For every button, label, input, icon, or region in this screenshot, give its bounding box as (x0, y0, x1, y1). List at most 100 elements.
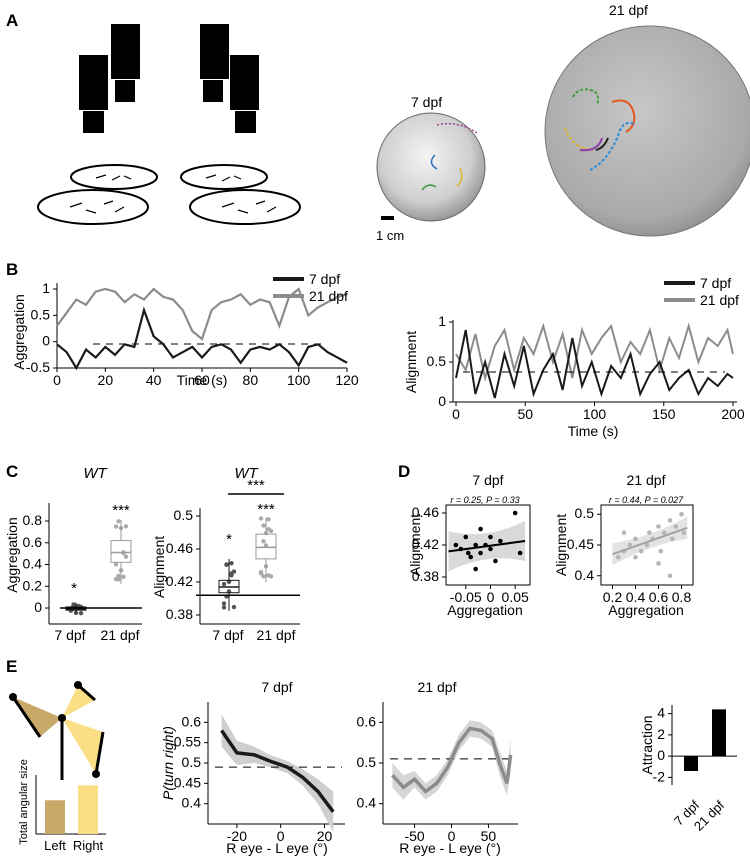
series-line-21dpf (56, 287, 348, 341)
C-ali-data-point (229, 560, 234, 566)
d7-data-point (488, 534, 493, 540)
d21-data-point (670, 536, 675, 542)
E7-ytick-label: 0.55 (174, 734, 201, 750)
label-7dpf-dish: 7 dpf (411, 94, 442, 110)
B-right-xtick-label: 200 (721, 406, 745, 422)
C-agg-ytick-label: 0.4 (23, 556, 43, 572)
E-bar-cat-right: Right (73, 838, 104, 853)
C-ali-ytick-label: 0.38 (166, 606, 193, 622)
E21-ytick-label: 0.6 (357, 713, 377, 729)
d7-data-point (453, 542, 459, 548)
C-ali-title: WT (234, 465, 259, 482)
visual-angle-schematic (9, 681, 105, 780)
C-ali-data-point (266, 517, 271, 522)
d21-ytick-label: 0.4 (575, 567, 595, 583)
d7-data-point (473, 542, 478, 548)
series-line-7dpf (455, 329, 734, 399)
C-ali-data-point (261, 574, 266, 579)
C-ali-cat-7dpf: 7 dpf (212, 627, 243, 643)
B-left-xtick-label: 120 (335, 372, 359, 388)
chart-C-aggregation: WT 0 0.2 0.4 0.6 0.8 Aggregation * *** 7 dpf… (4, 465, 142, 643)
d21-data-point (681, 530, 687, 535)
C-ali-ylabel: Alignment (151, 536, 167, 598)
B-right-xtick-label: 0 (452, 406, 460, 422)
B-left-xtick-label: 80 (243, 372, 259, 388)
d7-data-point (468, 554, 474, 560)
C-agg-ytick-label: 0.6 (23, 534, 43, 550)
d21-xtick-label: 0.4 (626, 589, 646, 605)
d7-data-point (465, 550, 471, 556)
chart-E-21dpf: 21 dpf 0.4 0.5 0.6 -50 0 50 R eye - L eye (°) (357, 679, 518, 856)
C-agg-data-point (113, 562, 119, 567)
chart-B-alignment: 0 0.5 1 0 50 100 150 200 Alignment Time (s) 7 d… (403, 275, 745, 439)
E-attr-ytick-label: 0 (657, 747, 665, 763)
d21-xtick-label: 0.8 (672, 589, 692, 605)
C-ali-data-point (261, 523, 266, 528)
C-ali-cat-21dpf: 21 dpf (257, 627, 296, 643)
d21-data-point (656, 561, 661, 566)
C-agg-sig-21dpf: *** (112, 502, 130, 519)
E7-ytick-label: 0.4 (182, 795, 202, 811)
C-ali-data-point (221, 601, 227, 606)
panel-letter-D: D (398, 462, 410, 481)
B-left-xtick-label: 60 (194, 372, 210, 388)
B-left-xtick-label: 0 (53, 372, 61, 388)
C-ali-data-point (263, 543, 269, 548)
C-ali-data-point (221, 581, 227, 587)
E-attr-ytick-label: 2 (657, 726, 665, 742)
C-ali-data-point (231, 604, 237, 610)
C-agg-title: WT (83, 465, 108, 482)
B-left-xtick-label: 100 (287, 372, 311, 388)
dish-21dpf-trajectories (564, 88, 636, 171)
B-right-ytick-label: 1 (438, 313, 446, 329)
series-line-21dpf (391, 726, 513, 794)
C-agg-ylabel: Aggregation (4, 517, 20, 593)
B-right-xtick-label: 50 (517, 406, 533, 422)
C-ali-box (255, 533, 277, 560)
E7-ci-band (221, 714, 334, 833)
d21-data-point (679, 511, 684, 517)
C-agg-data-point (116, 573, 121, 579)
C-ali-data-point (224, 562, 229, 567)
E-bar-cat-left: Left (44, 838, 66, 853)
D21-fit-line (612, 526, 688, 556)
d7-data-point (463, 534, 469, 540)
d7-xtick-label: 0 (487, 589, 495, 605)
B-left-ytick-label: -0.5 (26, 359, 50, 375)
C-agg-data-point (78, 611, 84, 616)
C-agg-cat-7dpf: 7 dpf (54, 627, 85, 643)
d7-ytick-label: 0.46 (412, 504, 439, 520)
B-right-ytick-label: 0.5 (427, 353, 447, 369)
d7-data-point (512, 510, 518, 516)
C-agg-data-point (123, 554, 129, 559)
D21-stat: r = 0.44, P = 0.027 (609, 495, 684, 505)
D7-title: 7 dpf (472, 472, 503, 488)
dish-7dpf-photo (376, 112, 486, 222)
dish-21dpf-photo (544, 25, 750, 237)
D7-stat: r = 0.25, P = 0.33 (450, 495, 519, 505)
d21-ytick-label: 0.45 (567, 536, 594, 552)
d7-data-point (493, 558, 498, 564)
E7-ylabel: P(turn right) (160, 726, 176, 800)
C-agg-data-point (116, 577, 121, 582)
legend-label-21dpf: 21 dpf (309, 288, 348, 304)
d21-xtick-label: 0.6 (649, 589, 669, 605)
d7-xtick-label: 0.05 (502, 589, 529, 605)
B-left-xtick-label: 20 (98, 372, 114, 388)
C-ali-sig-7dpf: * (226, 531, 232, 548)
D7-xlabel: Aggregation (447, 602, 523, 618)
panel-letter-E: E (6, 657, 17, 676)
B-left-ytick-label: 0.5 (31, 306, 51, 322)
bar-21dpf (712, 709, 726, 757)
B-left-xlabel: Time (s) (177, 372, 228, 388)
E7-ytick-label: 0.5 (182, 754, 202, 770)
B-left-ytick-label: 0 (42, 333, 50, 349)
B-right-xtick-label: 100 (583, 406, 607, 422)
E-attr-ylabel: Attraction (639, 715, 655, 774)
bar-7dpf (684, 756, 698, 771)
series-line-7dpf (220, 729, 335, 813)
C-agg-ytick-label: 0.8 (23, 512, 43, 528)
B-right-xtick-label: 150 (652, 406, 676, 422)
